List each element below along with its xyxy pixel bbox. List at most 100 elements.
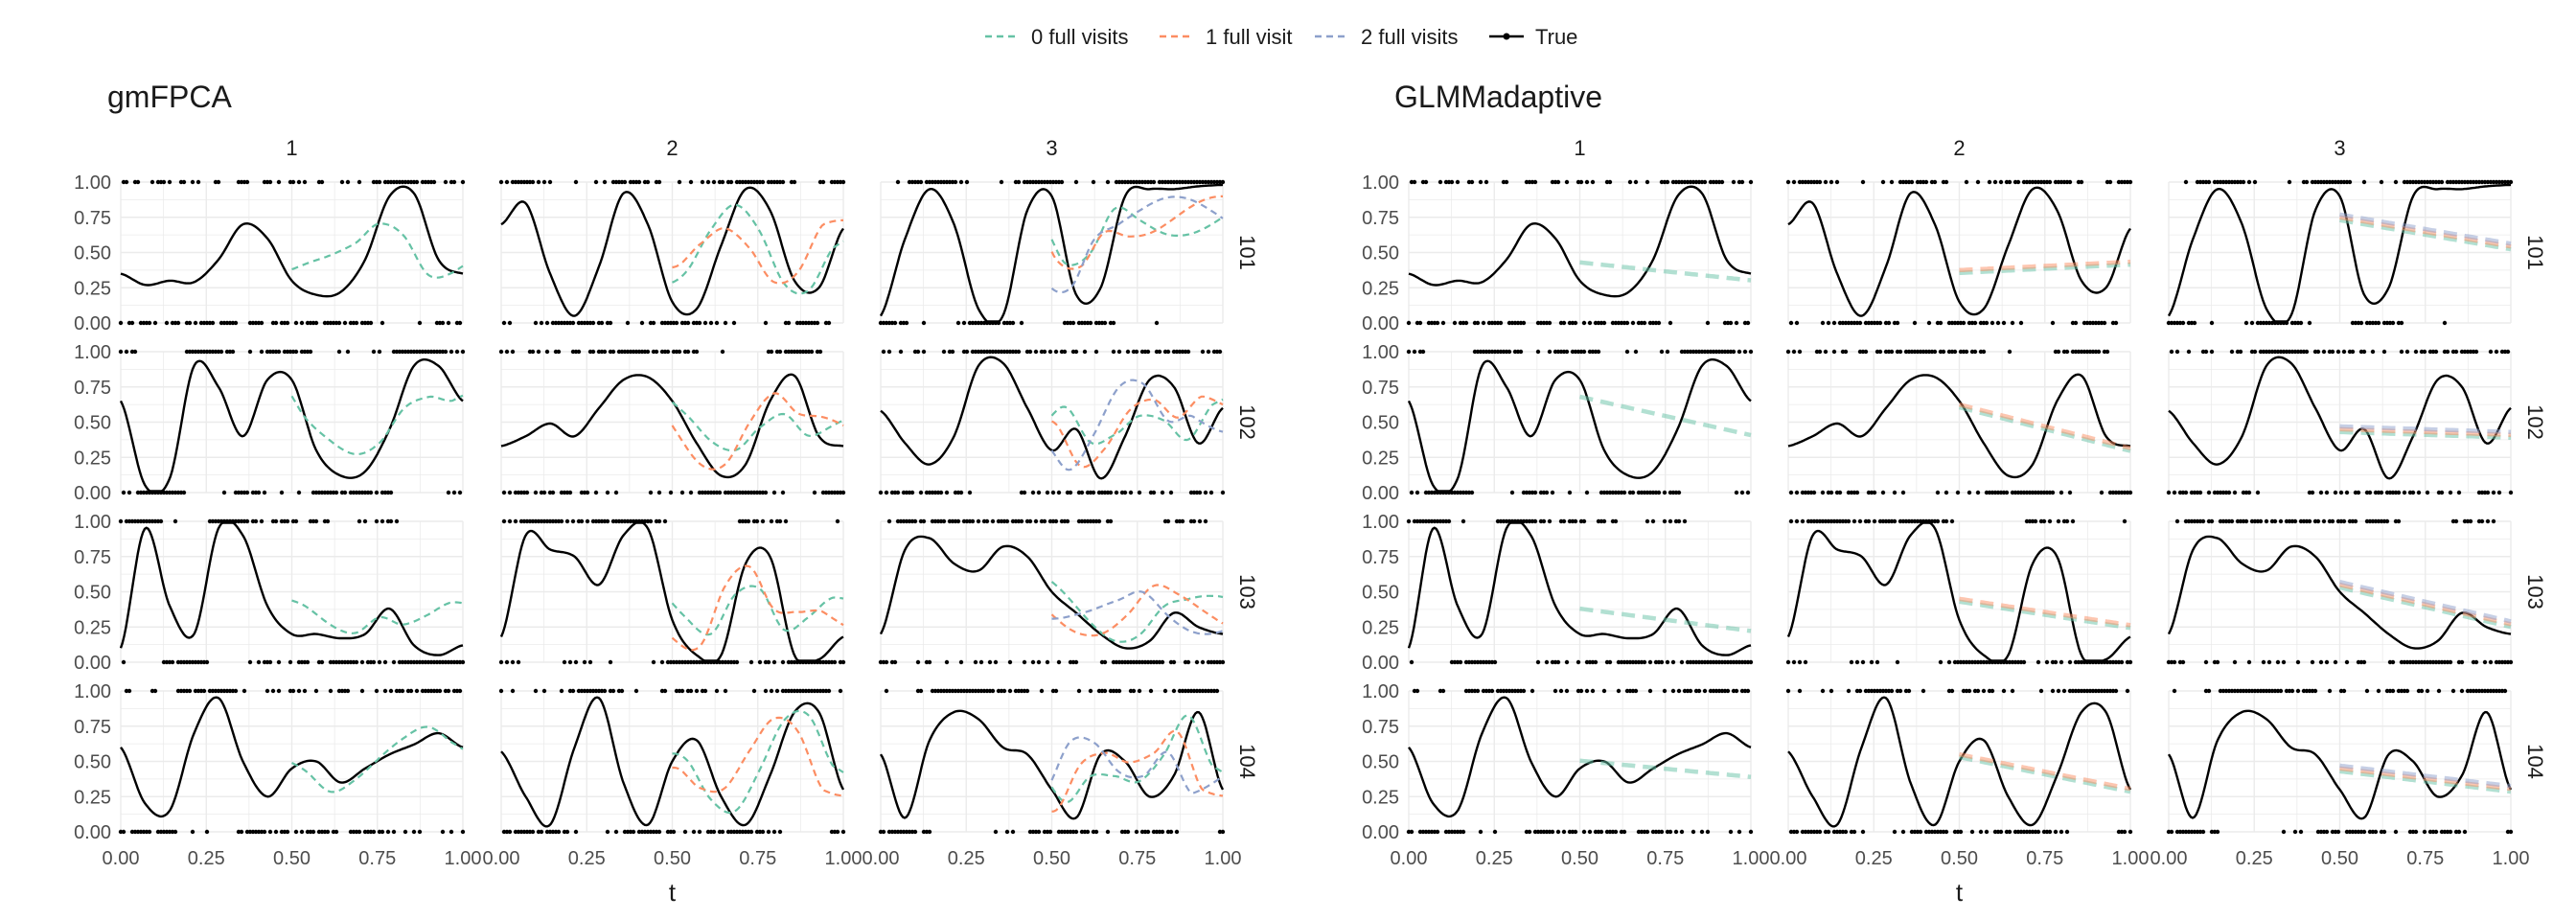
- observation-point: [1073, 659, 1079, 665]
- observation-point: [1998, 179, 2004, 185]
- observation-point: [2249, 320, 2255, 326]
- prediction-curve: [1051, 729, 1224, 813]
- observation-point: [2410, 490, 2416, 495]
- observation-point: [1748, 659, 1754, 665]
- observation-point: [1788, 320, 1794, 326]
- observation-point: [524, 490, 530, 495]
- observation-point: [1409, 659, 1414, 665]
- observation-point: [2252, 349, 2258, 355]
- observation-point: [273, 829, 279, 835]
- observation-point: [443, 179, 448, 185]
- observation-point: [1831, 320, 1837, 326]
- observation-point: [2310, 659, 2315, 665]
- observation-point: [2344, 659, 2350, 665]
- observation-point: [645, 349, 651, 355]
- observation-point: [792, 179, 797, 185]
- y-tick-label: 1.00: [1362, 172, 1399, 194]
- observation-point: [728, 179, 734, 185]
- observation-point: [1932, 179, 1938, 185]
- y-tick-label: 0.00: [74, 653, 111, 674]
- facet-panel: [498, 518, 846, 665]
- legend-item: 2 full visits: [1315, 25, 1458, 49]
- observation-point: [1561, 518, 1567, 524]
- observation-point: [1185, 349, 1191, 355]
- x-tick-label: 0.25: [568, 848, 606, 869]
- observation-point: [1633, 688, 1639, 694]
- observation-point: [1160, 490, 1165, 495]
- observation-point: [2456, 829, 2462, 835]
- observation-point: [1105, 829, 1111, 835]
- observation-point: [1019, 320, 1024, 326]
- observation-point: [2453, 518, 2459, 524]
- observation-point: [440, 829, 446, 835]
- observation-point: [1492, 829, 1498, 835]
- observation-point: [1220, 659, 1226, 665]
- observation-point: [2209, 349, 2215, 355]
- observation-point: [2361, 179, 2367, 185]
- observation-point: [2215, 829, 2220, 835]
- observation-point: [135, 179, 141, 185]
- observation-point: [1484, 179, 1489, 185]
- observation-point: [582, 659, 587, 665]
- observation-point: [1898, 349, 1903, 355]
- observation-point: [1053, 349, 1059, 355]
- binary-observations: [1785, 349, 2133, 495]
- observation-point: [1966, 490, 1972, 495]
- observation-point: [1544, 659, 1550, 665]
- observation-point: [501, 518, 507, 524]
- observation-point: [2338, 490, 2344, 495]
- observation-point: [2243, 320, 2249, 326]
- observation-point: [1555, 829, 1561, 835]
- y-tick-label: 0.25: [1362, 278, 1399, 299]
- observation-point: [391, 659, 397, 665]
- observation-point: [636, 179, 642, 185]
- observation-point: [1091, 490, 1096, 495]
- observation-point: [2004, 490, 2010, 495]
- observation-point: [685, 349, 691, 355]
- observation-point: [259, 518, 264, 524]
- observation-point: [1151, 490, 1157, 495]
- observation-point: [2050, 320, 2056, 326]
- observation-point: [336, 349, 342, 355]
- observation-point: [1027, 518, 1033, 524]
- observation-point: [1702, 179, 1708, 185]
- y-tick-label: 0.75: [74, 717, 111, 738]
- observation-point: [374, 688, 380, 694]
- observation-point: [622, 179, 628, 185]
- observation-point: [1010, 320, 1016, 326]
- observation-point: [815, 320, 820, 326]
- observation-point: [973, 659, 978, 665]
- observation-point: [1800, 518, 1806, 524]
- binary-observations: [1785, 688, 2133, 835]
- observation-point: [530, 829, 536, 835]
- observation-point: [2172, 490, 2177, 495]
- observation-point: [359, 688, 365, 694]
- y-tick-label: 0.75: [74, 208, 111, 229]
- prediction-curve: [2339, 769, 2512, 794]
- observation-point: [1053, 688, 1059, 694]
- observation-point: [912, 829, 918, 835]
- observation-point: [1935, 490, 1941, 495]
- observation-point: [1794, 490, 1800, 495]
- row-strip-label: 101: [2523, 235, 2547, 270]
- observation-point: [602, 688, 608, 694]
- observation-point: [1532, 179, 1538, 185]
- observation-point: [688, 179, 694, 185]
- observation-point: [2278, 518, 2284, 524]
- observation-point: [2381, 349, 2387, 355]
- prediction-curve: [1579, 394, 1752, 438]
- facet-figure: GLMMadaptive 1 2 3 101 102 103 104 0.00 0.25 0.50 0…: [1362, 80, 2547, 907]
- observation-point: [380, 829, 385, 835]
- observation-point: [662, 688, 668, 694]
- observation-point: [1739, 490, 1745, 495]
- observation-point: [1785, 688, 1791, 694]
- observation-point: [1016, 179, 1022, 185]
- observation-point: [2402, 490, 2407, 495]
- observation-point: [2496, 490, 2502, 495]
- observation-point: [1590, 688, 1596, 694]
- observation-point: [118, 349, 124, 355]
- facet-panel: [878, 518, 1226, 665]
- observation-point: [457, 490, 463, 495]
- binary-observations: [1406, 179, 1754, 326]
- observation-point: [1952, 349, 1958, 355]
